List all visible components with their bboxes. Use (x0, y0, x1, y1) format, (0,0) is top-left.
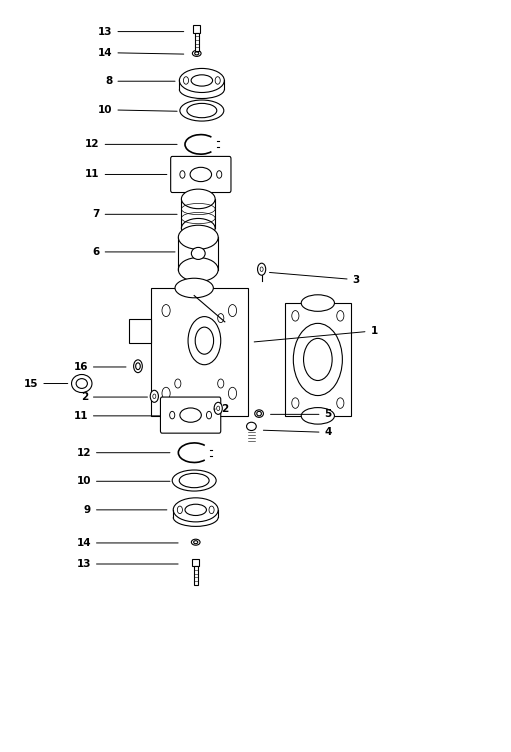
Circle shape (162, 387, 170, 399)
Ellipse shape (173, 498, 218, 522)
Circle shape (218, 314, 224, 323)
Ellipse shape (72, 374, 92, 393)
Text: 12: 12 (85, 139, 177, 150)
Circle shape (153, 394, 156, 399)
Text: 16: 16 (74, 362, 126, 372)
Ellipse shape (191, 74, 213, 86)
Circle shape (188, 317, 221, 365)
FancyBboxPatch shape (171, 156, 231, 193)
Circle shape (214, 402, 222, 414)
Ellipse shape (178, 225, 218, 249)
Ellipse shape (257, 411, 262, 416)
Ellipse shape (181, 219, 215, 238)
Circle shape (228, 387, 237, 399)
Circle shape (337, 311, 344, 321)
Circle shape (304, 338, 332, 381)
Ellipse shape (301, 295, 335, 311)
Ellipse shape (180, 408, 201, 423)
Circle shape (177, 506, 182, 514)
Ellipse shape (190, 167, 212, 181)
Text: 14: 14 (98, 47, 184, 58)
Text: 15: 15 (24, 378, 68, 389)
Ellipse shape (175, 278, 214, 298)
Circle shape (292, 398, 299, 408)
Text: 10: 10 (77, 476, 170, 487)
Circle shape (170, 411, 175, 419)
Ellipse shape (301, 408, 335, 424)
Circle shape (217, 171, 222, 178)
Bar (194, 566, 197, 585)
Circle shape (293, 323, 342, 396)
Circle shape (209, 506, 214, 514)
Ellipse shape (179, 473, 209, 488)
Ellipse shape (178, 257, 218, 281)
Text: 13: 13 (77, 559, 178, 569)
FancyBboxPatch shape (160, 397, 221, 433)
Ellipse shape (247, 423, 256, 430)
Ellipse shape (181, 190, 215, 208)
Bar (151, 288, 248, 416)
Ellipse shape (180, 100, 224, 121)
Circle shape (195, 327, 214, 354)
Text: 5: 5 (270, 409, 332, 420)
Ellipse shape (192, 50, 201, 56)
Ellipse shape (191, 247, 205, 259)
Text: 14: 14 (76, 538, 178, 548)
Bar (285, 303, 351, 416)
Ellipse shape (76, 379, 87, 388)
Text: 12: 12 (77, 447, 170, 458)
Text: 11: 11 (74, 411, 160, 421)
Circle shape (260, 267, 263, 271)
Text: 9: 9 (84, 505, 167, 515)
Circle shape (215, 77, 220, 84)
Ellipse shape (191, 539, 200, 545)
Bar (192, 559, 199, 566)
Circle shape (218, 379, 224, 388)
Bar (129, 319, 151, 343)
Circle shape (337, 398, 344, 408)
Bar (195, 32, 198, 51)
Text: 6: 6 (92, 247, 175, 257)
Text: 4: 4 (263, 427, 332, 438)
Ellipse shape (172, 470, 216, 491)
Ellipse shape (136, 362, 140, 370)
Circle shape (217, 406, 220, 411)
Ellipse shape (255, 410, 264, 417)
Circle shape (206, 411, 212, 419)
Ellipse shape (175, 406, 214, 426)
Circle shape (258, 263, 266, 275)
Ellipse shape (179, 68, 224, 92)
Circle shape (175, 379, 181, 388)
Bar (193, 25, 200, 32)
Text: 13: 13 (98, 26, 184, 37)
Text: 7: 7 (92, 209, 177, 220)
Circle shape (180, 171, 185, 178)
Circle shape (292, 311, 299, 321)
Ellipse shape (185, 505, 206, 516)
Text: 3: 3 (269, 272, 360, 285)
Ellipse shape (194, 541, 198, 544)
Text: 11: 11 (85, 169, 167, 180)
Text: 8: 8 (105, 76, 175, 86)
Circle shape (228, 305, 237, 317)
Text: 10: 10 (98, 105, 177, 115)
Text: 2: 2 (214, 404, 228, 414)
Ellipse shape (134, 359, 142, 372)
Circle shape (162, 305, 170, 317)
Text: 1: 1 (254, 326, 378, 342)
Text: 2: 2 (81, 392, 148, 402)
Circle shape (150, 390, 158, 402)
Ellipse shape (195, 52, 199, 55)
Ellipse shape (187, 103, 217, 118)
Circle shape (183, 77, 189, 84)
